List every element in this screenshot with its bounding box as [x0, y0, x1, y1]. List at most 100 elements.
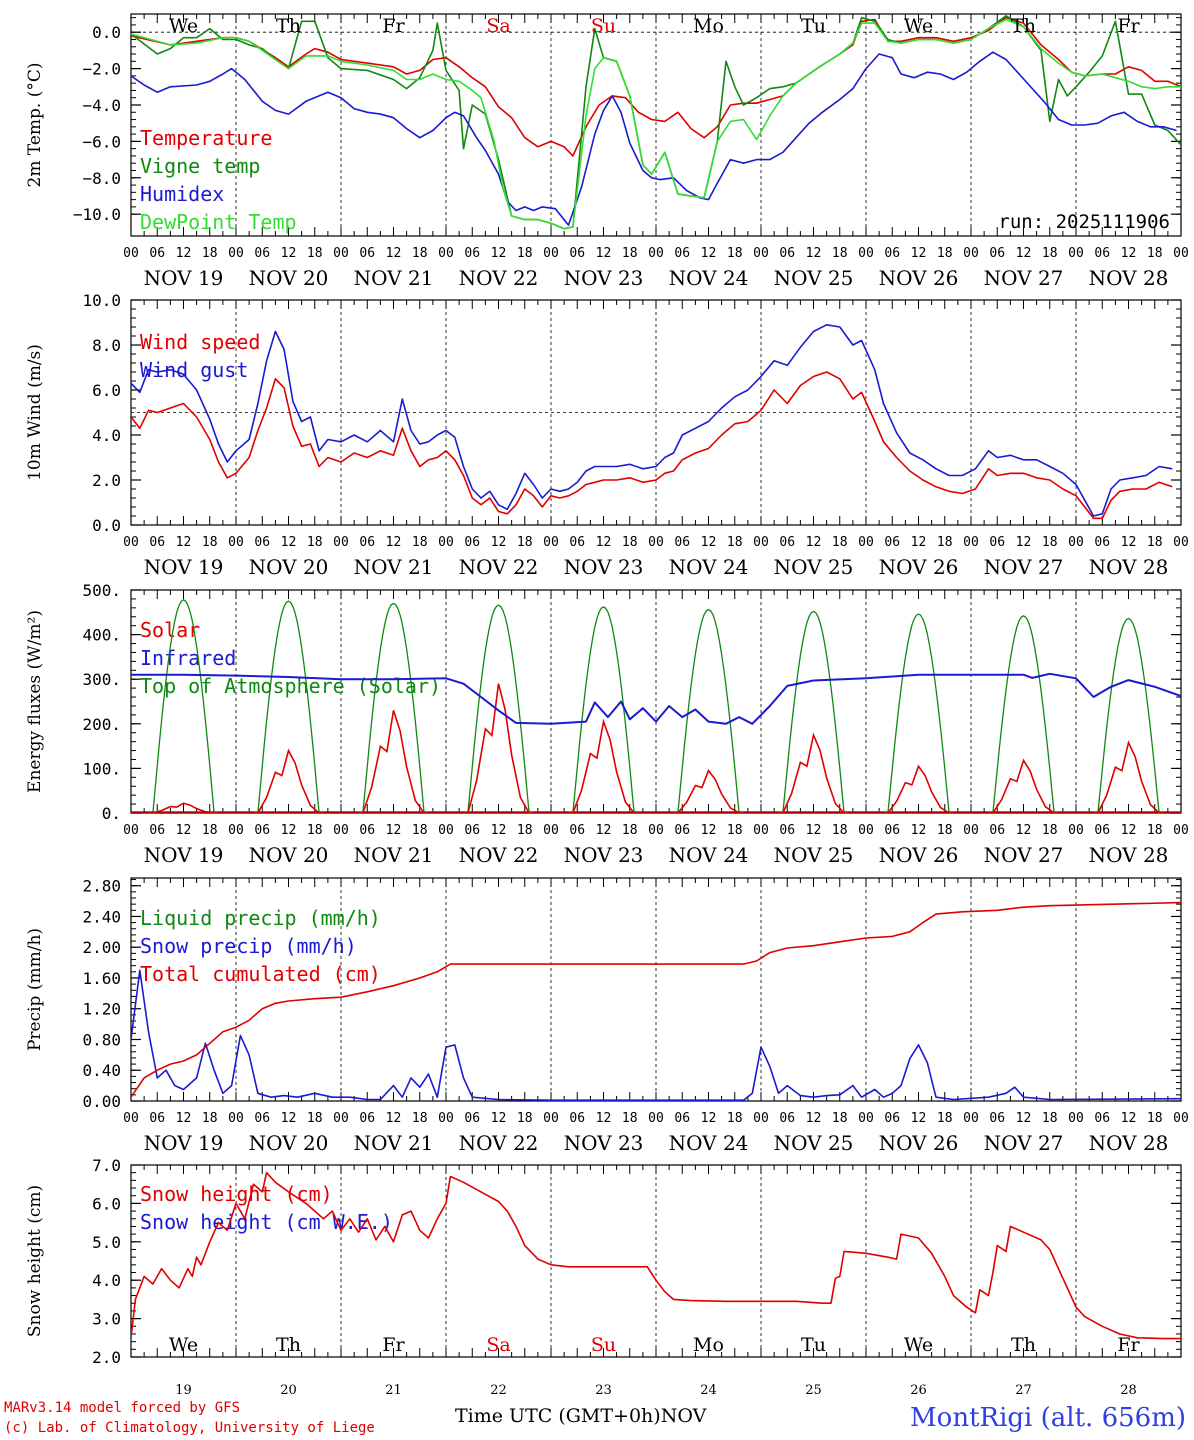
hour-tick-label: 18 [412, 246, 428, 261]
hour-tick-label: 00 [543, 535, 559, 550]
hour-tick-label: 12 [491, 535, 507, 550]
hour-tick-label: 06 [149, 1111, 165, 1126]
day-label: NOV 24 [669, 266, 749, 290]
series-humidex [131, 51, 1177, 226]
hour-tick-label: 00 [228, 823, 244, 838]
hour-tick-label: 12 [281, 246, 297, 261]
weekday-label: Fr [382, 1334, 405, 1356]
y-tick-label: 10.0 [82, 291, 121, 310]
hour-tick-label: 18 [832, 246, 848, 261]
solar-curve [1097, 740, 1160, 813]
weekday-label: Mo [693, 1334, 724, 1356]
hour-tick-label: 06 [359, 823, 375, 838]
hour-tick-label: 06 [149, 535, 165, 550]
hour-tick-label: 06 [569, 535, 585, 550]
y-tick-label: 3.0 [92, 1310, 121, 1329]
hour-tick-label: 12 [176, 1111, 192, 1126]
solar-curve [152, 802, 215, 813]
hour-tick-label: 12 [1016, 535, 1032, 550]
day-label: NOV 28 [1089, 1131, 1169, 1155]
y-tick-label: 400. [82, 626, 121, 645]
month-label: NOV [660, 1405, 707, 1427]
hour-tick-label: 06 [254, 823, 270, 838]
series-wind-speed [131, 371, 1173, 520]
weekday-label: Tu [801, 15, 826, 37]
weekday-label: Fr [1117, 1334, 1140, 1356]
hour-tick-label: 18 [202, 1111, 218, 1126]
hour-tick-label: 12 [596, 823, 612, 838]
y-axis-label: 10m Wind (m/s) [25, 344, 45, 481]
hour-tick-label: 12 [491, 1111, 507, 1126]
hour-tick-label: 06 [254, 1111, 270, 1126]
hour-tick-label: 00 [963, 1111, 979, 1126]
day-label: NOV 23 [564, 266, 644, 290]
y-axis-label: Energy fluxes (W/m²) [25, 610, 45, 793]
hour-tick-label: 18 [727, 535, 743, 550]
legend-entry: Total cumulated (cm) [140, 962, 381, 986]
solar-curve [257, 748, 320, 813]
hour-tick-label: 18 [1147, 1111, 1163, 1126]
hour-tick-label: 18 [622, 246, 638, 261]
hour-tick-label: 06 [569, 1111, 585, 1126]
hour-tick-label: 00 [858, 535, 874, 550]
day-label: NOV 19 [144, 843, 224, 867]
y-tick-label: 500. [82, 581, 121, 600]
hour-tick-label: 12 [176, 535, 192, 550]
hour-tick-label: 00 [648, 823, 664, 838]
day-label: NOV 20 [249, 555, 329, 579]
hour-tick-label: 12 [911, 1111, 927, 1126]
y-tick-label: 2.0 [92, 1348, 121, 1367]
day-label: NOV 20 [249, 1131, 329, 1155]
hour-tick-label: 00 [333, 823, 349, 838]
hour-tick-label: 18 [307, 823, 323, 838]
hour-tick-label: 12 [701, 535, 717, 550]
toa-solar-curve [463, 604, 534, 813]
hour-tick-label: 00 [333, 535, 349, 550]
weekday-label: Mo [693, 15, 724, 37]
hour-tick-label: 12 [491, 246, 507, 261]
solar-curve [992, 758, 1055, 813]
toa-solar-curve [778, 610, 849, 813]
day-label: NOV 27 [984, 843, 1064, 867]
solar-curve [677, 768, 740, 813]
series-dewpoint-temp [131, 18, 1181, 230]
weekday-label: Su [591, 15, 616, 37]
run-label: run: 2025111906 [998, 211, 1170, 233]
hour-tick-label: 18 [1147, 246, 1163, 261]
weekday-label: Th [276, 1334, 301, 1356]
hour-tick-label: 18 [517, 246, 533, 261]
toa-solar-curve [1093, 617, 1164, 813]
hour-tick-label: 06 [464, 246, 480, 261]
weekday-label: Fr [382, 15, 405, 37]
hour-tick-label: 18 [622, 1111, 638, 1126]
hour-tick-label: 00 [438, 535, 454, 550]
hour-tick-label: 06 [674, 1111, 690, 1126]
hour-tick-label: 18 [832, 535, 848, 550]
toa-solar-curve [988, 615, 1059, 813]
legend-entry: Humidex [140, 182, 224, 206]
hour-tick-label: 00 [123, 1111, 139, 1126]
hour-tick-label: 18 [1042, 246, 1058, 261]
legend-entry: Temperature [140, 126, 272, 150]
solar-curve [782, 732, 845, 813]
hour-tick-label: 18 [937, 1111, 953, 1126]
series-total-cumulated-cm- [131, 901, 1181, 1098]
hour-tick-label: 12 [701, 246, 717, 261]
solar-curve [362, 710, 425, 813]
day-number-label: 26 [910, 1383, 927, 1398]
time-axis-label: Time UTC (GMT+0h)NOV [455, 1405, 706, 1427]
hour-tick-label: 00 [1173, 246, 1189, 261]
hour-tick-label: 12 [806, 1111, 822, 1126]
time-axis-title: Time UTC (GMT+0h) [455, 1405, 661, 1427]
hour-tick-label: 00 [1173, 535, 1189, 550]
solar-curve [467, 683, 530, 813]
hour-tick-label: 06 [779, 535, 795, 550]
day-label: NOV 25 [774, 1131, 854, 1155]
hour-tick-label: 06 [989, 535, 1005, 550]
day-number-label: 24 [700, 1383, 717, 1398]
hour-tick-label: 06 [359, 535, 375, 550]
hour-tick-label: 00 [333, 246, 349, 261]
hour-tick-label: 18 [832, 823, 848, 838]
y-tick-label: 0.00 [82, 1092, 121, 1111]
hour-tick-label: 00 [753, 823, 769, 838]
